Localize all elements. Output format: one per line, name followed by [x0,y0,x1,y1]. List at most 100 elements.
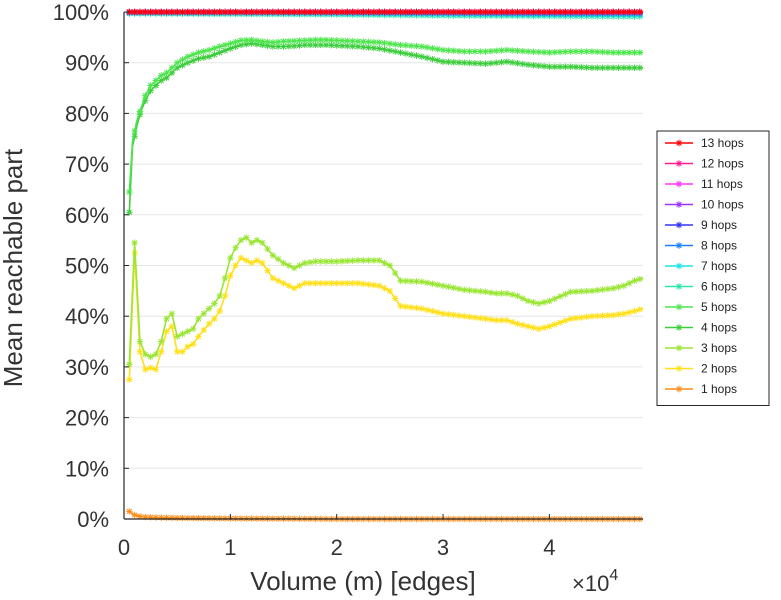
data-point [253,236,261,244]
data-point [317,280,324,287]
data-point [386,47,394,54]
data-point [173,59,181,66]
data-point [391,41,399,48]
data-point [232,38,239,46]
legend-label: 3 hops [701,341,737,355]
data-point [211,51,218,58]
data-point [179,62,186,69]
data-point [147,364,154,372]
data-point [365,281,372,288]
data-point [184,59,192,66]
data-point [386,8,394,16]
data-point [237,254,245,262]
data-point [407,8,415,16]
data-point [450,311,457,319]
data-point [477,288,484,295]
data-point [562,290,569,298]
data-point [296,282,303,289]
data-point [232,244,239,251]
data-point [381,39,388,47]
data-point [163,74,170,82]
data-point [413,304,420,312]
data-point [290,285,298,292]
data-point [152,366,160,373]
data-point [578,48,585,55]
data-point [195,55,202,62]
data-point [136,338,144,345]
data-point [280,259,287,267]
data-point [535,300,542,307]
series-1-hops [126,508,644,523]
data-point [221,41,229,49]
data-point [285,37,293,45]
data-point [599,286,606,293]
data-point [386,262,394,269]
legend-label: 4 hops [701,321,737,335]
data-point [572,48,580,55]
data-point [434,309,441,316]
data-point [227,254,234,262]
data-point [232,8,239,16]
x-tick-label: 4 [543,535,555,560]
legend-marker [675,201,683,208]
legend-item: 2 hops [665,362,737,376]
data-point [173,348,181,355]
legend-marker [675,283,683,290]
data-point [514,8,521,16]
data-point [461,313,468,320]
data-point [588,313,596,320]
data-point [269,252,277,259]
data-point [429,55,436,63]
data-point [402,42,410,49]
data-point [338,8,346,16]
legend-marker [675,303,683,311]
data-point [429,45,436,52]
data-point [205,46,213,54]
data-point [625,49,633,56]
data-point [136,108,144,115]
data-point [142,8,149,16]
data-point [503,290,511,297]
data-point [402,303,410,310]
data-point [189,340,197,348]
data-point [434,45,441,53]
series-5-hops [126,36,644,196]
data-point [530,8,537,16]
data-point [429,280,436,287]
data-point [142,92,149,99]
data-point [216,307,223,315]
data-point [631,277,638,284]
data-point [615,64,622,71]
data-point [434,8,441,16]
data-point [243,234,250,241]
data-point [163,315,170,322]
data-point [195,315,202,322]
legend-label: 6 hops [701,280,737,294]
data-point [636,64,644,71]
data-point [243,257,250,264]
data-point [620,282,628,289]
legend-marker [675,385,683,393]
data-point [578,288,585,295]
data-point [625,8,633,16]
data-point [551,295,558,302]
data-point [381,46,388,53]
data-point [312,41,319,49]
legend-item: 1 hops [665,382,737,396]
data-point [540,63,548,70]
data-point [535,325,542,333]
data-point [189,57,197,64]
data-point [461,48,468,55]
y-axis-label: Mean reachable part [0,148,28,387]
data-point [636,275,644,283]
data-point [625,280,633,287]
data-point [524,61,532,68]
data-point [259,38,266,45]
data-point [572,314,580,322]
data-point [264,245,271,253]
data-point [221,47,229,54]
data-point [546,297,553,305]
data-point [418,278,425,285]
data-point [402,50,410,57]
legend-marker [675,221,683,229]
